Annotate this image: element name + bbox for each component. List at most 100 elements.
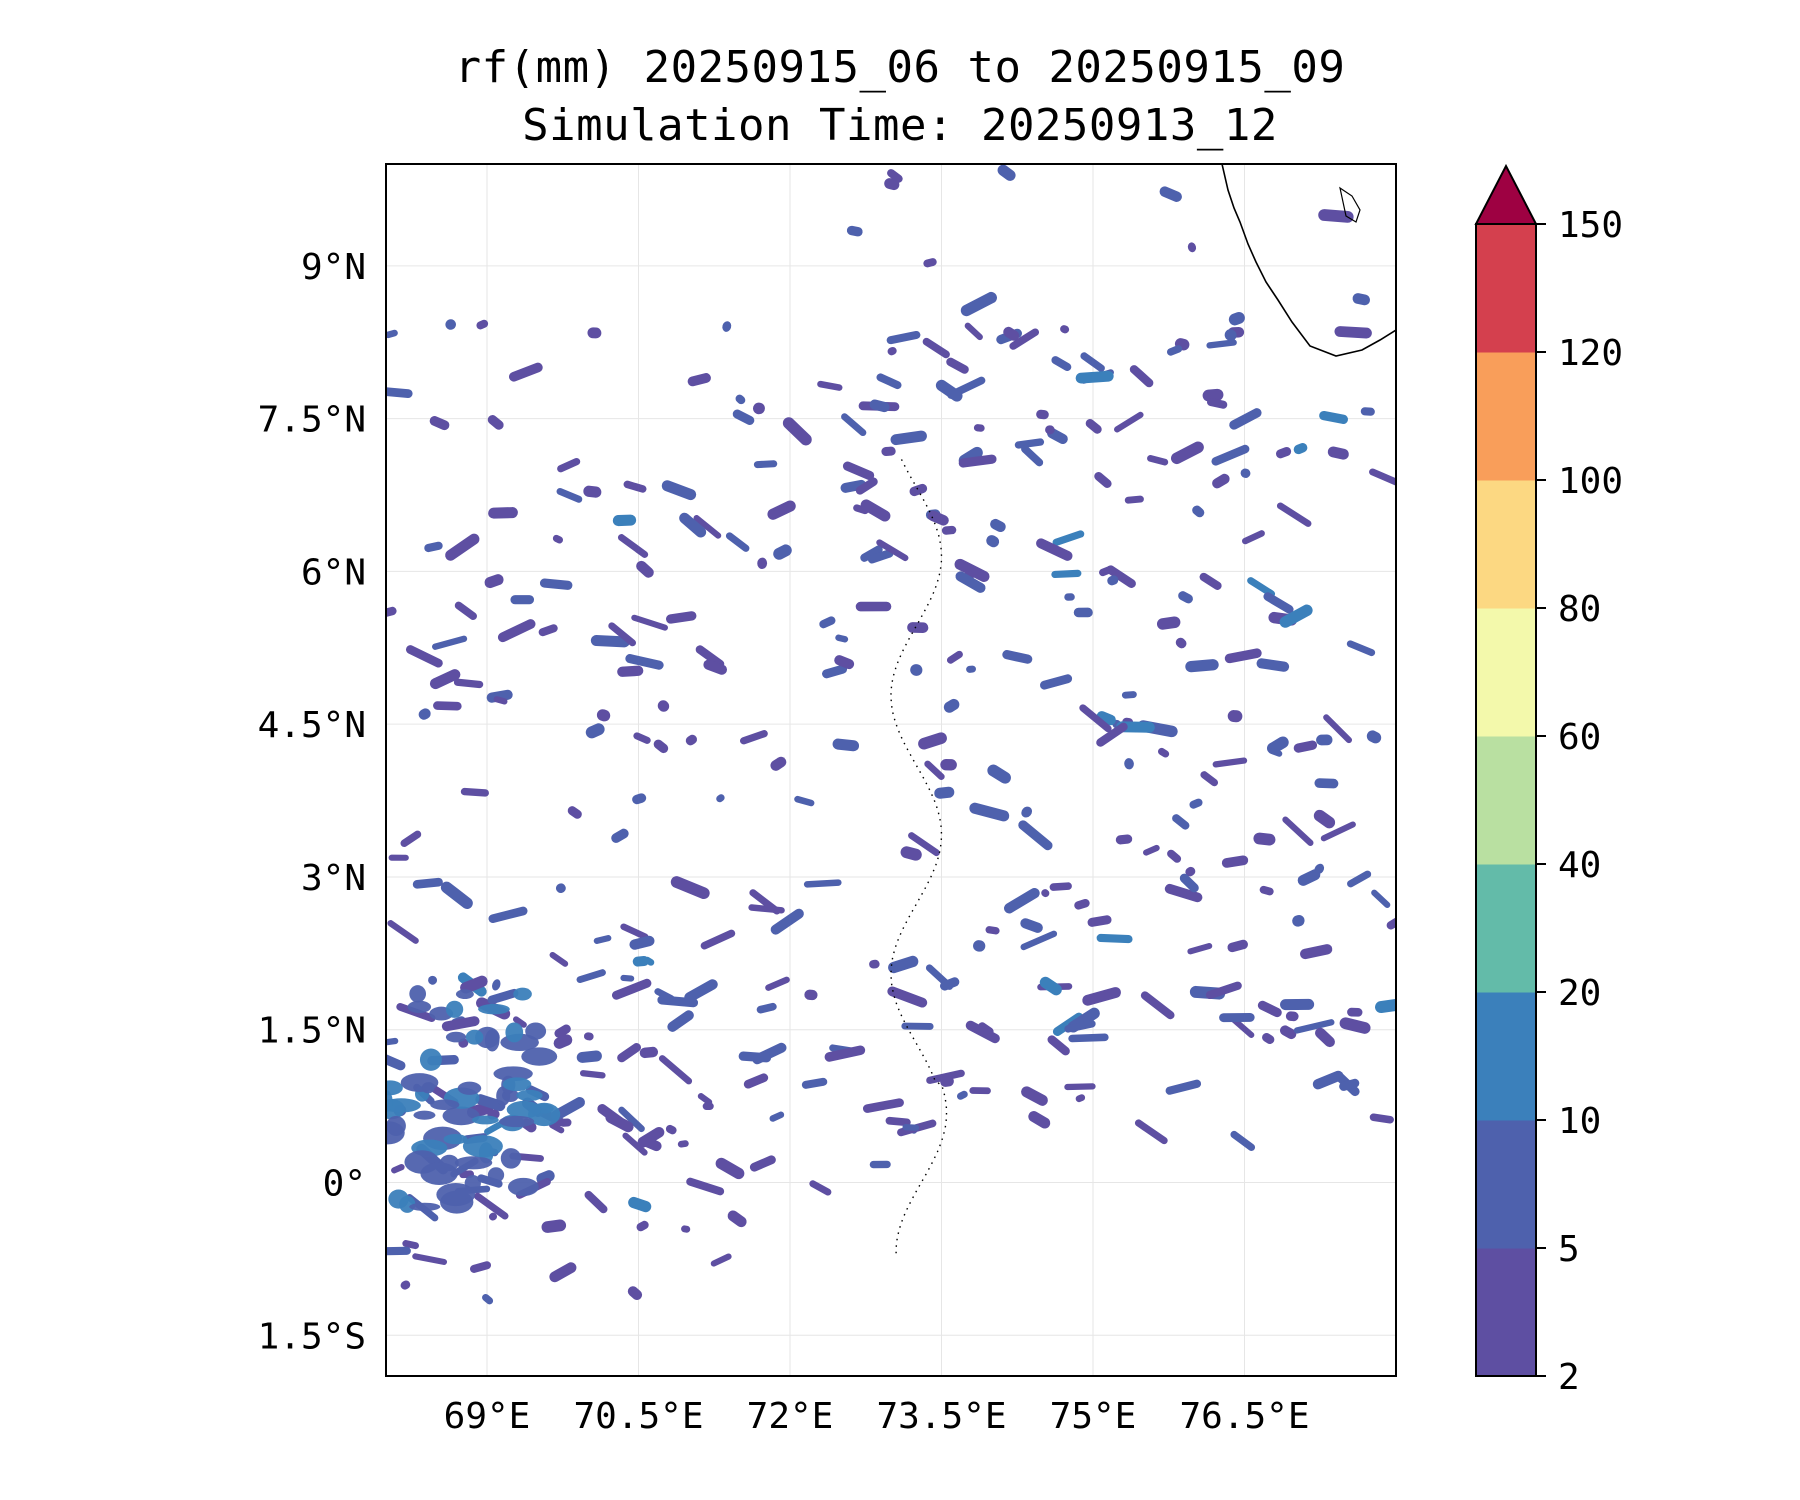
rain-cell (617, 665, 644, 677)
rain-cell (508, 362, 543, 382)
rain-cell (1164, 883, 1203, 903)
rain-cell (960, 291, 997, 317)
rain-cell (887, 346, 897, 356)
rain-cell (623, 480, 647, 493)
x-tick-label: 69°E (444, 1396, 531, 1437)
rain-cell (1282, 816, 1314, 846)
rain-cell (1189, 798, 1203, 809)
rain-cell (1280, 998, 1315, 1011)
rain-cell (388, 854, 409, 861)
x-axis: 69°E 70.5°E 72°E 73.5°E 75°E 76.5°E (444, 1396, 1310, 1437)
rain-cell (386, 1053, 406, 1071)
rain-cell (801, 1077, 828, 1089)
rain-cell (990, 518, 1006, 533)
rain-cell (842, 461, 875, 481)
rain-cell (502, 1077, 532, 1092)
rain-cell (1257, 1000, 1282, 1018)
rain-cell (710, 1253, 732, 1267)
rain-cell (1140, 991, 1175, 1020)
rain-cell (388, 1189, 409, 1209)
rain-cell (474, 1192, 509, 1220)
rain-cell (462, 1135, 503, 1158)
rain-cell (817, 380, 843, 391)
rain-cell (824, 1045, 866, 1062)
rain-cell (767, 500, 796, 520)
rain-cell (576, 969, 606, 984)
rain-cell (809, 1180, 832, 1196)
rain-cell (1187, 942, 1213, 955)
y-tick-label: 7.5°N (258, 400, 366, 441)
map-area: 69°E 70.5°E 72°E 73.5°E 75°E 76.5°E 9°N 7.5°N 6… (258, 163, 1397, 1437)
rain-cell (1147, 455, 1169, 466)
rain-cell (867, 549, 894, 564)
rain-cell (1369, 1113, 1394, 1124)
rain-cell (1079, 704, 1112, 733)
colorbar-segment (1476, 480, 1536, 609)
rain-cell (590, 635, 630, 648)
rain-cell (1227, 939, 1248, 953)
colorbar-segment (1476, 224, 1536, 353)
rain-cell (587, 327, 602, 339)
x-tick-label: 73.5°E (876, 1396, 1006, 1437)
rain-cell (684, 979, 718, 1003)
rain-cell (521, 1047, 558, 1066)
rain-cell (1021, 445, 1044, 467)
rain-cell (661, 480, 697, 501)
rain-cell (1323, 714, 1353, 744)
rain-cell (506, 1100, 542, 1119)
rain-cell (1166, 345, 1183, 356)
rain-cell (386, 1090, 393, 1113)
rain-cell (413, 1110, 436, 1120)
rain-cell (986, 535, 1000, 548)
rain-cell (386, 1098, 421, 1113)
rain-cell (465, 1029, 484, 1045)
rain-cell (1371, 889, 1391, 908)
rain-cell (1221, 855, 1249, 868)
rain-cell (1375, 997, 1396, 1014)
rain-cell (457, 1081, 482, 1095)
rain-cell (552, 534, 564, 544)
rain-cell (596, 709, 611, 722)
rain-cell (752, 402, 765, 415)
rain-cell (488, 1212, 498, 1221)
rain-cell (940, 1076, 954, 1087)
rain-cell (553, 1034, 573, 1049)
rain-cell (1051, 356, 1072, 372)
rain-cell (632, 956, 650, 967)
rain-cell (1167, 849, 1182, 863)
rain-cell (387, 920, 419, 944)
rain-cell (697, 1093, 713, 1106)
rain-cell (1020, 918, 1043, 933)
rain-cell (1185, 866, 1196, 877)
rain-cell (1231, 1017, 1255, 1038)
rain-cell (488, 507, 518, 519)
y-tick-label: 9°N (301, 247, 366, 288)
rain-cell (667, 1010, 694, 1032)
rain-cell (687, 373, 711, 387)
rain-cell (1346, 640, 1376, 657)
rain-cell (1064, 1020, 1096, 1033)
rain-cell (869, 399, 890, 413)
rain-cell (725, 532, 750, 552)
rain-cell (419, 1048, 442, 1071)
colorbar-label: 2 (1558, 1357, 1580, 1398)
rain-cell (1297, 869, 1321, 886)
colorbar-segment (1476, 992, 1536, 1121)
rain-cell (1206, 398, 1228, 409)
rain-cell (1241, 530, 1265, 545)
rain-cell (1156, 616, 1181, 630)
rain-cell (464, 1174, 481, 1192)
rain-cell (1285, 1011, 1299, 1022)
colorbar-label: 60 (1558, 717, 1601, 758)
rain-cell (1170, 441, 1204, 465)
rain-cell (1224, 329, 1237, 341)
rain-cell (955, 571, 986, 593)
rain-cell (1041, 889, 1050, 898)
rain-cell (670, 876, 710, 900)
colorbar-extend-arrow (1474, 163, 1538, 225)
rain-cell (442, 1106, 480, 1126)
rain-cell (1269, 748, 1283, 757)
rain-cell (471, 1115, 499, 1125)
rain-cell (1051, 569, 1082, 579)
rain-cell (386, 1080, 403, 1096)
